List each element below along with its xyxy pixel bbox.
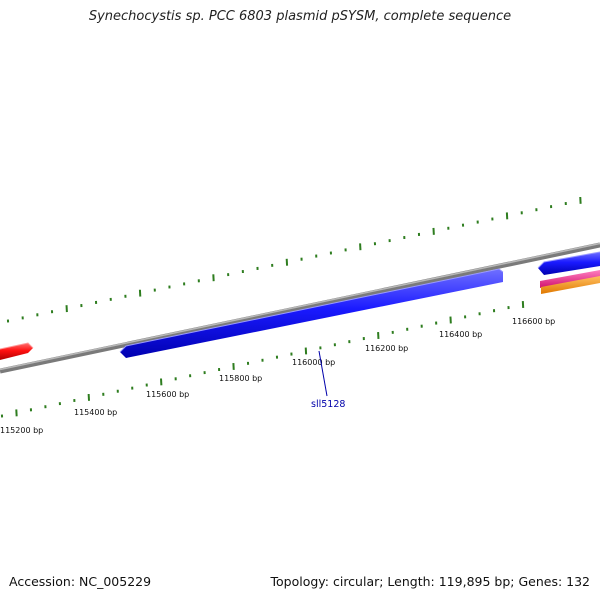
gene-pink-feature[interactable] <box>540 270 600 288</box>
tick-label-116400: 116400 bp <box>439 330 482 339</box>
tick-label-115400: 115400 bp <box>74 408 117 417</box>
lower-tick-ruler <box>0 301 525 418</box>
tick-label-116600: 116600 bp <box>512 317 555 326</box>
gene-sll5128-feature[interactable] <box>119 268 504 358</box>
sequence-backbone <box>0 242 600 374</box>
accession-text: Accession: NC_005229 <box>9 574 152 589</box>
gene-blue-right-feature[interactable] <box>537 251 600 275</box>
tick-label-116200: 116200 bp <box>365 344 408 353</box>
tick-label-116000: 116000 bp <box>292 358 335 367</box>
tick-label-115800: 115800 bp <box>219 374 262 383</box>
gene-label-sll5128[interactable]: sll5128 <box>311 399 345 410</box>
tick-label-115200: 115200 bp <box>0 426 43 435</box>
gene-orange-feature[interactable] <box>541 276 600 294</box>
gene-red-feature[interactable] <box>0 342 34 360</box>
map-title: Synechocystis sp. PCC 6803 plasmid pSYSM… <box>88 9 512 24</box>
tick-label-115600: 115600 bp <box>146 390 189 399</box>
gene-label-leader <box>318 350 328 397</box>
sequence-summary: Topology: circular; Length: 119,895 bp; … <box>270 574 591 589</box>
upper-tick-ruler <box>6 196 582 323</box>
